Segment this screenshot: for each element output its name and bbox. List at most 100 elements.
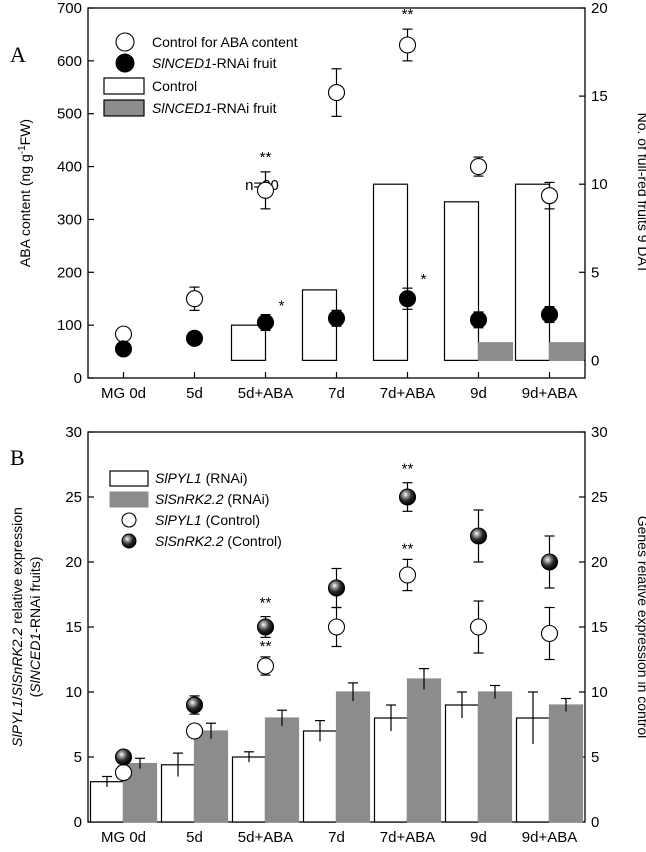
panel-label-b: B [10, 445, 25, 470]
data-point [327, 579, 346, 597]
data-point [540, 187, 559, 205]
chart-panel-a: 0 100 200 300 400 500 600 700 0 5 10 15 20 MG 0d 5d 5d+… [17, 0, 646, 402]
legend-label-text: (RNAi) [223, 491, 269, 507]
legend-label-text: Control [152, 78, 197, 94]
data-point [114, 748, 133, 766]
significance-mark: ** [402, 540, 414, 557]
data-point [185, 722, 204, 740]
y-tick-label: 200 [57, 264, 82, 281]
x-tick-label: 7d [328, 385, 345, 402]
y-tick-label: 300 [57, 211, 82, 228]
legend-label: SlSnRK2.2 (Control) [155, 533, 282, 549]
y-axis-title-text: ABA content (ng g [17, 154, 33, 267]
data-point [398, 566, 417, 584]
data-point [185, 290, 204, 308]
y2-tick-label: 10 [591, 176, 608, 193]
y2-tick-label: 5 [591, 749, 599, 766]
legend-label-text: (Control) [223, 533, 281, 549]
x-tick-label: 5d+ABA [238, 829, 293, 846]
legend-label-italic: SlPYL1 [155, 470, 202, 486]
data-point [185, 329, 204, 347]
legend-label: SlPYL1 (Control) [155, 512, 260, 528]
y-axis-title-italic: SlNCED1 [27, 633, 43, 693]
legend-label-text: (RNAi) [202, 470, 248, 486]
bar [477, 691, 513, 823]
data-point [327, 309, 346, 327]
y-tick-label: 700 [57, 0, 82, 17]
y-tick-label: 600 [57, 53, 82, 70]
data-point [469, 311, 488, 329]
data-point [185, 696, 204, 714]
data-point [256, 181, 275, 199]
bar [548, 342, 585, 361]
y-tick-label: 100 [57, 317, 82, 334]
significance-mark: ** [402, 461, 414, 478]
y2-tick-label: 15 [591, 88, 608, 105]
bar [406, 678, 442, 823]
legend-label-italic: SlSnRK2.2 [155, 491, 224, 507]
significance-mark: * [421, 271, 427, 288]
x-tick-label: 9d+ABA [522, 829, 577, 846]
y2-axis-title: Genes relative expression in control [635, 516, 646, 739]
data-point [114, 325, 133, 343]
y-axis-title: ABA content (ng g-1FW) [17, 119, 33, 267]
legend-label-text: (Control) [202, 512, 260, 528]
y-tick-label: 5 [74, 749, 82, 766]
significance-mark: * [279, 298, 285, 315]
x-tick-label: MG 0d [101, 829, 146, 846]
bar [230, 324, 267, 361]
legend-label-text: -RNAi fruit [212, 100, 277, 116]
legend-label-italic: SlNCED1 [152, 55, 212, 71]
bar [514, 183, 551, 361]
y-tick-label: 400 [57, 159, 82, 176]
legend-marker [109, 491, 149, 508]
y-axis-title-text: -RNAi fruits) [27, 557, 43, 633]
legend-marker [103, 99, 145, 117]
y-axis-title-line2: (SlNCED1-RNAi fruits) [27, 557, 43, 698]
y-tick-label: 15 [65, 619, 82, 636]
y-axis-title-text: / [9, 696, 25, 700]
y-tick-label: 10 [65, 684, 82, 701]
y2-tick-label: 0 [591, 814, 599, 831]
y2-tick-label: 20 [591, 0, 608, 17]
bar [231, 756, 267, 823]
y-tick-label: 30 [65, 424, 82, 441]
legend-marker [109, 470, 149, 487]
bar [444, 704, 480, 823]
y-axis-title-italic: SlPYL1 [9, 700, 25, 747]
y-axis-title-text: FW) [17, 119, 33, 145]
legend-label-text: -RNAi fruit [212, 55, 277, 71]
significance-mark: ** [260, 638, 272, 655]
x-tick-label: 9d [470, 829, 487, 846]
data-point [327, 618, 346, 636]
legend-marker [103, 77, 145, 95]
data-point [398, 36, 417, 54]
y2-axis-title: No. of full-red fruits 9 DAT [635, 113, 646, 274]
y-axis-title-superscript: -1 [17, 145, 28, 154]
bar [548, 704, 584, 823]
data-point [398, 488, 417, 506]
y2-tick-label: 5 [591, 264, 599, 281]
y-tick-label: 0 [74, 370, 82, 387]
y-tick-label: 500 [57, 106, 82, 123]
data-point [114, 764, 133, 782]
bar [477, 342, 514, 361]
legend-label: Control for ABA content [152, 34, 298, 50]
bar [89, 781, 125, 823]
bar [335, 691, 371, 823]
data-point [256, 618, 275, 636]
legend-label-italic: SlPYL1 [155, 512, 202, 528]
bar [302, 730, 338, 823]
data-point [114, 340, 133, 358]
legend-marker [121, 512, 137, 528]
bar [443, 201, 480, 361]
legend-label: Control [152, 78, 197, 94]
bar [372, 183, 409, 361]
legend-marker [115, 32, 135, 52]
bar [193, 730, 229, 823]
x-tick-label: 5d [186, 829, 203, 846]
x-tick-label: 5d+ABA [238, 385, 293, 402]
legend-label-text: Control for ABA content [152, 34, 298, 50]
data-point [540, 553, 559, 571]
